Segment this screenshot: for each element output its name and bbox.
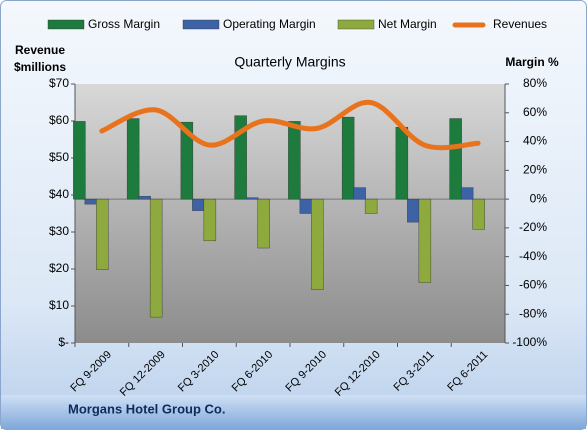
bar	[96, 198, 109, 270]
y-tick-label: $30	[49, 224, 69, 238]
bar	[84, 198, 98, 205]
y-tick-label: $40	[49, 187, 69, 201]
legend-swatch	[182, 19, 220, 30]
bar	[395, 126, 409, 200]
bar	[407, 198, 420, 223]
bar	[126, 118, 140, 200]
footer-band	[1, 395, 586, 429]
bar	[73, 121, 86, 200]
y2-tick-label: 0%	[530, 191, 548, 205]
y-tick-label: $-	[58, 335, 69, 349]
y2-tick-label: 40%	[523, 134, 547, 148]
chart-title: Quarterly Margins	[234, 54, 345, 70]
bar	[472, 198, 485, 230]
y-tick-label: $50	[49, 150, 69, 164]
y2-tick-label: -20%	[519, 220, 547, 234]
bar	[353, 187, 366, 200]
y2-axis-label: Margin %	[505, 55, 559, 69]
legend-label: Revenues	[493, 17, 547, 31]
bar	[203, 198, 217, 242]
y2-tick-label: -60%	[519, 278, 547, 292]
bar	[257, 198, 270, 249]
y2-tick-label: -40%	[519, 249, 547, 263]
bar	[180, 121, 194, 200]
bar	[192, 198, 205, 211]
line	[99, 99, 481, 151]
y-axis-label: $millions	[14, 60, 66, 74]
bar	[299, 198, 313, 214]
y2-tick-label: 60%	[523, 105, 547, 119]
legend-label: Net Margin	[378, 17, 437, 31]
legend-label: Operating Margin	[223, 17, 316, 31]
bar	[341, 116, 355, 200]
legend-swatch	[337, 19, 375, 30]
bar	[288, 121, 301, 200]
y2-tick-label: -100%	[512, 335, 547, 349]
y-tick-label: $60	[49, 113, 69, 127]
y-tick-label: $20	[49, 261, 69, 275]
bar	[460, 187, 474, 200]
y2-tick-label: 20%	[523, 163, 547, 177]
y2-tick-label: 80%	[523, 76, 547, 90]
legend-label: Gross Margin	[88, 17, 160, 31]
bar	[245, 197, 259, 200]
bar	[311, 198, 324, 290]
bar	[418, 198, 432, 283]
bar	[364, 198, 378, 214]
bar	[449, 118, 462, 200]
y-axis-label: Revenue	[15, 43, 65, 57]
bar	[149, 198, 163, 318]
legend-swatch	[47, 19, 85, 30]
y-tick-label: $10	[49, 298, 69, 312]
y2-tick-label: -80%	[519, 306, 547, 320]
y-tick-label: $70	[49, 76, 69, 90]
footer-text: Morgans Hotel Group Co.	[68, 401, 225, 416]
bar	[138, 196, 151, 200]
